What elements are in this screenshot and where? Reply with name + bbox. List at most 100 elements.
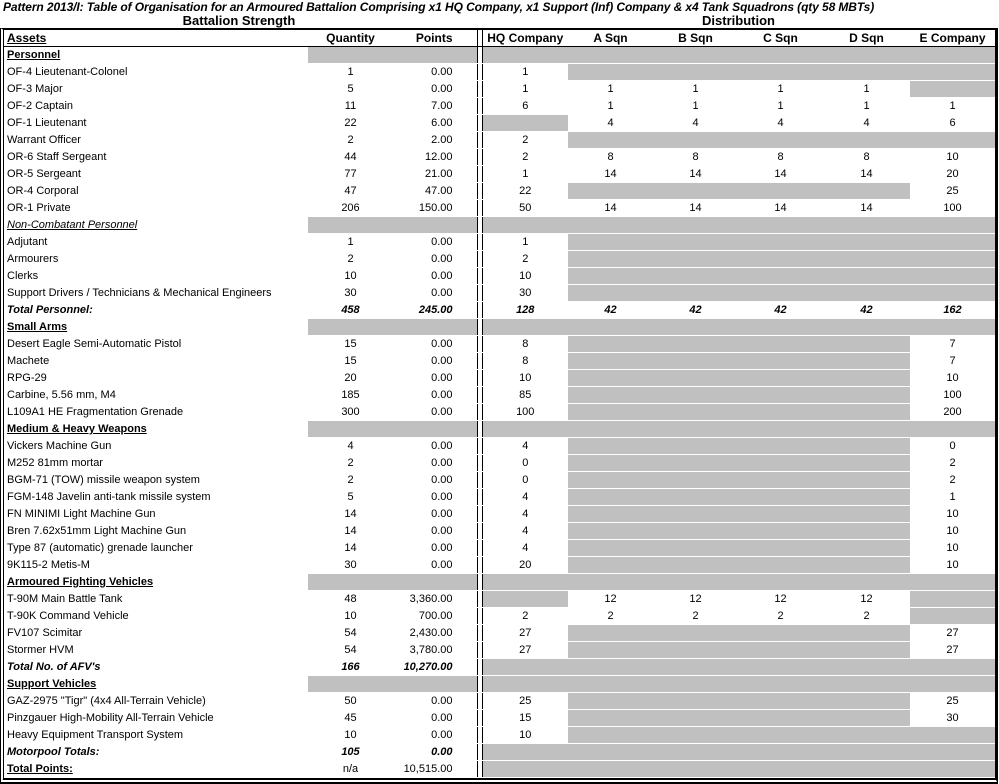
cell-d: [823, 454, 910, 472]
cell-asset-label: Desert Eagle Semi-Automatic Pistol: [4, 335, 308, 353]
table-row: M252 81mm mortar 2 0.00 0 2: [4, 454, 995, 472]
cell-e: [910, 80, 995, 98]
cell-d: 1: [823, 97, 910, 115]
cell-hq: 50: [482, 199, 568, 217]
asset-label: RPG-29: [7, 372, 47, 384]
section-divider: [476, 199, 483, 217]
cell-c: [738, 369, 823, 387]
cell-c: [738, 386, 823, 404]
cell-a: [568, 573, 653, 591]
cell-d: 14: [823, 165, 910, 183]
cell-a: [568, 63, 653, 81]
cell-a: 14: [568, 199, 653, 217]
cell-hq: 25: [482, 692, 568, 710]
section-divider: [476, 386, 483, 404]
cell-e: 7: [910, 352, 995, 370]
cell-quantity: 5: [308, 488, 393, 506]
cell-asset-label: Armourers: [4, 250, 308, 268]
cell-hq: [482, 318, 568, 336]
cell-asset-label: Armoured Fighting Vehicles: [4, 573, 308, 591]
table-row: Machete 15 0.00 8 7: [4, 352, 995, 370]
cell-b: [653, 267, 738, 285]
cell-a: 4: [568, 114, 653, 132]
cell-hq: 2: [482, 131, 568, 149]
asset-label: GAZ-2975 "Tigr" (4x4 All-Terrain Vehicle…: [7, 695, 206, 707]
cell-a: [568, 352, 653, 370]
asset-label: Adjutant: [7, 236, 48, 248]
cell-hq: 10: [482, 726, 568, 744]
cell-c: [738, 318, 823, 336]
column-header-hq-company: HQ Company: [482, 30, 568, 47]
cell-b: [653, 233, 738, 251]
asset-label: L109A1 HE Fragmentation Grenade: [7, 406, 184, 418]
section-divider: [476, 675, 483, 693]
cell-hq: [482, 760, 568, 778]
section-divider: [476, 301, 483, 319]
cell-d: [823, 522, 910, 540]
section-divider: [476, 743, 483, 761]
cell-asset-label: Adjutant: [4, 233, 308, 251]
asset-label: Clerks: [7, 270, 39, 282]
cell-hq: 22: [482, 182, 568, 200]
cell-a: [568, 233, 653, 251]
cell-a: [568, 556, 653, 574]
cell-points: 12.00: [393, 148, 477, 166]
cell-b: [653, 454, 738, 472]
section-divider: [476, 641, 483, 659]
cell-asset-label: Total Points:: [4, 760, 308, 778]
cell-asset-label: Clerks: [4, 267, 308, 285]
cell-e: 200: [910, 403, 995, 421]
cell-quantity: 206: [308, 199, 393, 217]
cell-hq: [482, 675, 568, 693]
cell-quantity: 4: [308, 437, 393, 455]
section-divider: [476, 403, 483, 421]
cell-a: [568, 284, 653, 302]
cell-asset-label: Bren 7.62x51mm Light Machine Gun: [4, 522, 308, 540]
cell-hq: 4: [482, 488, 568, 506]
cell-d: [823, 284, 910, 302]
cell-d: [823, 471, 910, 489]
section-divider: [476, 182, 483, 200]
section-divider: [476, 369, 483, 387]
cell-a: 42: [568, 301, 653, 319]
asset-label: Armoured Fighting Vehicles: [7, 576, 154, 588]
cell-e: 10: [910, 505, 995, 523]
section-divider: [476, 250, 483, 268]
table-row: L109A1 HE Fragmentation Grenade 300 0.00 10…: [4, 403, 995, 421]
cell-c: [738, 454, 823, 472]
section-divider: [476, 97, 483, 115]
cell-asset-label: Carbine, 5.56 mm, M4: [4, 386, 308, 404]
asset-label: Desert Eagle Semi-Automatic Pistol: [7, 338, 182, 350]
cell-a: 1: [568, 80, 653, 98]
cell-e: 10: [910, 556, 995, 574]
cell-e: [910, 607, 995, 625]
cell-quantity: 54: [308, 624, 393, 642]
cell-points: 21.00: [393, 165, 477, 183]
section-divider: [476, 607, 483, 625]
cell-asset-label: 9K115-2 Metis-M: [4, 556, 308, 574]
cell-c: 14: [738, 165, 823, 183]
cell-a: 2: [568, 607, 653, 625]
table-row: Medium & Heavy Weapons: [4, 420, 995, 438]
cell-b: [653, 352, 738, 370]
cell-c: [738, 46, 823, 64]
table-row: OF-1 Lieutenant 22 6.00 4 4 4 4 6: [4, 114, 995, 132]
section-divider: [476, 131, 483, 149]
table-row: FN MINIMI Light Machine Gun 14 0.00 4 10: [4, 505, 995, 523]
asset-label: Total Personnel:: [7, 304, 93, 316]
asset-label: T-90K Command Vehicle: [7, 610, 129, 622]
table-row: OF-4 Lieutenant-Colonel 1 0.00 1: [4, 63, 995, 81]
cell-points: 0.00: [393, 556, 477, 574]
cell-a: [568, 437, 653, 455]
cell-quantity: [308, 318, 393, 336]
cell-e: [910, 658, 995, 676]
cell-b: [653, 743, 738, 761]
cell-asset-label: RPG-29: [4, 369, 308, 387]
cell-b: [653, 488, 738, 506]
cell-points: [393, 675, 477, 693]
cell-d: [823, 233, 910, 251]
cell-points: 150.00: [393, 199, 477, 217]
section-divider: [476, 148, 483, 166]
cell-a: [568, 726, 653, 744]
section-divider: [476, 726, 483, 744]
